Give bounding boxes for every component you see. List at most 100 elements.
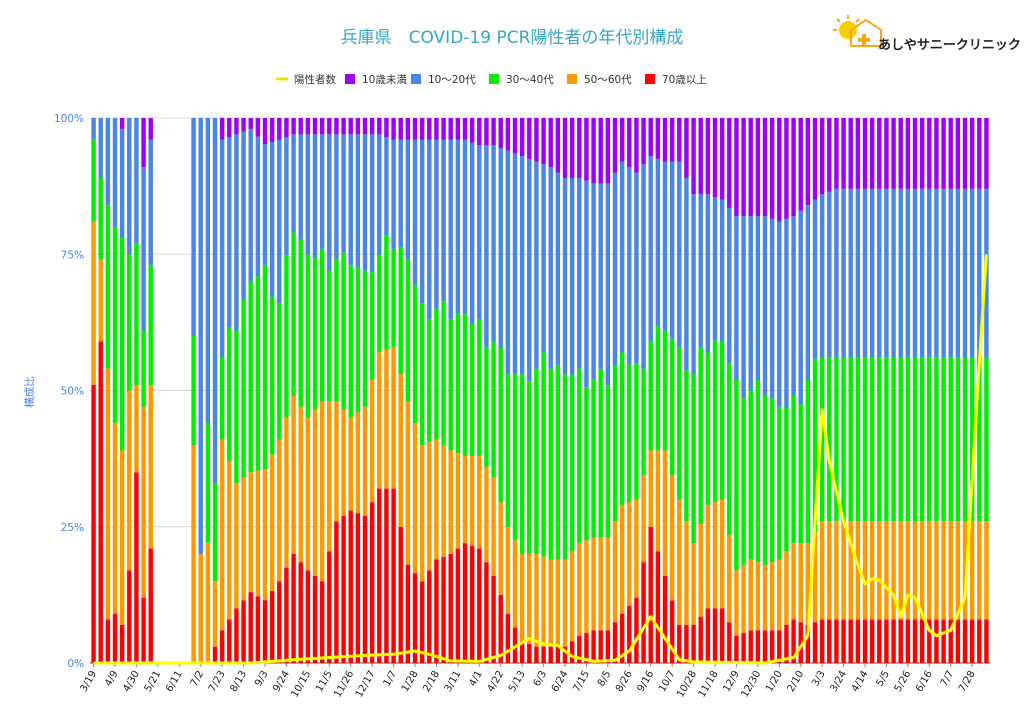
bar-stack xyxy=(219,118,225,663)
bar-stack xyxy=(441,118,446,663)
bar-segment xyxy=(277,303,282,440)
legend-swatch xyxy=(411,74,421,84)
bar-segment xyxy=(334,401,339,522)
bar-segment xyxy=(862,619,868,663)
bar-segment xyxy=(534,554,539,647)
x-tick-label: 10/15 xyxy=(290,669,314,699)
bar-segment xyxy=(812,532,818,623)
bar-segment xyxy=(834,357,839,522)
bar-segment xyxy=(748,118,753,217)
bar-stack xyxy=(712,118,718,663)
bar-segment xyxy=(448,319,453,451)
bar-segment xyxy=(727,207,732,364)
x-tick-label: 1/28 xyxy=(400,669,421,694)
bar-segment xyxy=(605,537,611,631)
bar-segment xyxy=(227,619,232,663)
bar-segment xyxy=(584,540,589,634)
bar-segment xyxy=(748,559,753,631)
bar-segment xyxy=(234,330,239,484)
bar-segment xyxy=(627,502,632,606)
bar-segment xyxy=(598,118,603,184)
x-tick-label: 7/28 xyxy=(957,669,978,694)
bar-segment xyxy=(505,150,511,375)
bar-segment xyxy=(98,259,103,342)
x-tick-label: 2/10 xyxy=(786,669,807,694)
bar-stack xyxy=(684,118,689,663)
bar-stack xyxy=(984,118,989,663)
bar-segment xyxy=(755,118,761,217)
bar-segment xyxy=(462,139,468,315)
bar-segment xyxy=(905,118,911,189)
bar-segment xyxy=(912,357,918,522)
bar-segment xyxy=(884,118,889,189)
bar-segment xyxy=(605,118,611,184)
x-tick-label: 9/24 xyxy=(271,669,292,694)
bar-segment xyxy=(805,379,811,544)
x-tick-label: 10/7 xyxy=(657,669,678,694)
bar-segment xyxy=(362,515,368,663)
bar-stack xyxy=(277,118,282,663)
x-tick-label: 3/24 xyxy=(828,669,849,694)
bar-segment xyxy=(98,118,103,178)
bar-segment xyxy=(741,564,746,634)
bar-segment xyxy=(398,118,403,140)
bar-segment xyxy=(491,575,496,663)
bar-segment xyxy=(619,161,625,353)
bar-segment xyxy=(577,543,582,636)
bar-segment xyxy=(641,474,646,563)
bar-segment xyxy=(569,374,575,552)
bar-segment xyxy=(841,521,846,620)
bar-segment xyxy=(562,559,568,647)
bar-segment xyxy=(462,455,468,544)
legend-swatch xyxy=(345,74,355,84)
bar-segment xyxy=(598,183,603,370)
bar-segment xyxy=(355,134,361,268)
bar-segment xyxy=(962,521,968,620)
bar-segment xyxy=(962,619,968,663)
bar-segment xyxy=(727,534,732,623)
bar-stack xyxy=(677,118,682,663)
bar-segment xyxy=(862,188,868,358)
bar-segment xyxy=(834,619,839,663)
bar-segment xyxy=(284,567,289,664)
bar-segment xyxy=(548,559,553,647)
bar-segment xyxy=(469,142,475,324)
bar-segment xyxy=(677,624,682,663)
bar-segment xyxy=(462,543,468,663)
bar-segment xyxy=(319,581,325,663)
bar-segment xyxy=(677,118,682,162)
x-tick-label: 3/3 xyxy=(810,669,828,688)
bar-segment xyxy=(148,548,153,663)
bar-segment xyxy=(469,323,475,456)
bar-segment xyxy=(548,167,553,369)
bar-segment xyxy=(891,357,896,522)
bar-stack xyxy=(227,118,232,663)
bar-segment xyxy=(212,483,218,582)
bar-segment xyxy=(719,118,725,200)
bar-segment xyxy=(391,118,396,140)
bar-stack xyxy=(484,118,489,663)
bar-segment xyxy=(712,118,718,198)
bar-segment xyxy=(677,499,682,625)
bar-segment xyxy=(869,521,875,620)
bar-segment xyxy=(291,395,296,554)
bar-segment xyxy=(591,118,596,184)
bar-segment xyxy=(941,521,946,620)
legend-swatch xyxy=(489,74,499,84)
bar-segment xyxy=(634,363,639,500)
legend-swatch xyxy=(567,74,577,84)
bar-stack xyxy=(577,118,582,663)
bar-segment xyxy=(427,319,432,443)
bar-segment xyxy=(819,521,825,620)
bar-segment xyxy=(405,401,411,565)
bar-segment xyxy=(691,374,696,544)
bar-segment xyxy=(277,139,282,304)
bar-segment xyxy=(562,118,568,178)
bar-segment xyxy=(205,422,211,543)
bar-stack xyxy=(548,118,553,663)
bar-stack xyxy=(498,118,503,664)
bar-stack xyxy=(962,118,968,663)
bar-segment xyxy=(491,145,496,342)
bar-stack xyxy=(348,118,353,663)
bar-segment xyxy=(569,177,575,375)
